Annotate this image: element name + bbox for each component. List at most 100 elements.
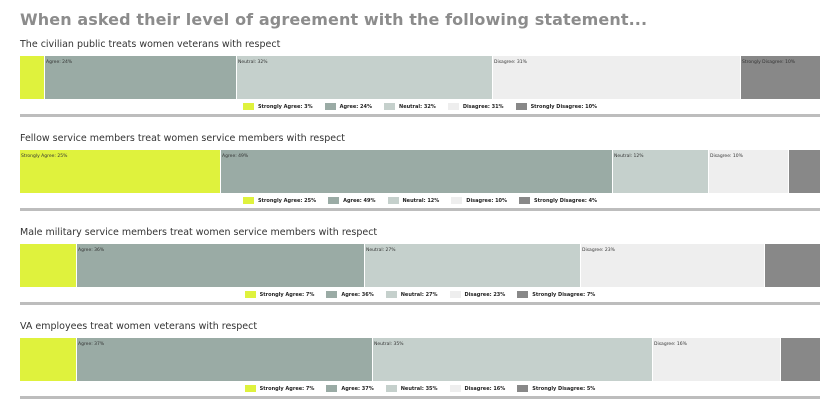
- legend-label: Agree: 36%: [341, 291, 374, 298]
- legend-swatch: [385, 291, 397, 298]
- legend-label: Strongly Agree: 3%: [257, 103, 313, 110]
- bar-segment-agree: Agree: 36%: [76, 244, 364, 287]
- legend-label: Neutral: 35%: [400, 385, 438, 392]
- legend-swatch: [244, 291, 256, 298]
- legend-swatch: [517, 385, 529, 392]
- bar-segment-neutral: Neutral: 32%: [236, 56, 492, 99]
- legend-item: Agree: 49%: [328, 197, 376, 204]
- legend-swatch: [384, 103, 396, 110]
- bar-segment-strongly-agree: [20, 338, 76, 381]
- bar-data-label: Agree: 37%: [78, 342, 105, 347]
- legend-label: Disagree: 16%: [464, 385, 506, 392]
- legend-swatch: [515, 103, 527, 110]
- chart-title: Male military service members treat wome…: [20, 227, 378, 238]
- panel-divider: [20, 114, 820, 117]
- legend-swatch: [324, 103, 336, 110]
- panel-divider: [20, 302, 820, 305]
- legend-label: Agree: 49%: [343, 197, 376, 204]
- legend-item: Disagree: 10%: [451, 197, 507, 204]
- legend-item: Strongly Disagree: 5%: [517, 385, 595, 392]
- legend-item: Strongly Disagree: 10%: [515, 103, 598, 110]
- legend-item: Strongly Agree: 7%: [244, 385, 315, 392]
- bar-data-label: Strongly Disagree: 10%: [742, 60, 796, 65]
- legend-swatch: [385, 385, 397, 392]
- bar-segment-strongly-agree: [20, 244, 76, 287]
- bar-data-label: Neutral: 12%: [614, 154, 644, 159]
- legend-swatch: [242, 197, 254, 204]
- legend-label: Neutral: 27%: [400, 291, 438, 298]
- bar-data-label: Agree: 49%: [222, 154, 249, 159]
- legend-label: Strongly Disagree: 10%: [530, 103, 598, 110]
- legend-label: Neutral: 32%: [399, 103, 436, 110]
- legend-item: Disagree: 31%: [447, 103, 504, 110]
- legend-label: Agree: 24%: [339, 103, 373, 110]
- legend-item: Strongly Agree: 7%: [244, 291, 315, 298]
- legend-swatch: [447, 103, 459, 110]
- bar-data-label: Strongly Agree: 25%: [21, 154, 68, 159]
- bar-segment-strongly-agree: Strongly Agree: 25%: [20, 150, 220, 193]
- bar-segment-agree: Agree: 37%: [76, 338, 372, 381]
- bar-segment-neutral: Neutral: 12%: [612, 150, 708, 193]
- bar-segment-agree: Agree: 49%: [220, 150, 612, 193]
- stacked-bar: Agree: 24% Neutral: 32% Disagree: 31% Stron…: [20, 56, 820, 99]
- stacked-bar: Agree: 37% Neutral: 35% Disagree: 16%: [20, 338, 820, 381]
- legend-label: Strongly Disagree: 5%: [532, 385, 596, 392]
- legend-swatch: [451, 197, 463, 204]
- legend-swatch: [519, 197, 531, 204]
- bar-segment-strongly-disagree: Strongly Disagree: 10%: [740, 56, 820, 99]
- chart-title: Fellow service members treat women servi…: [20, 133, 346, 144]
- bar-data-label: Neutral: 32%: [238, 60, 268, 65]
- legend: Strongly Agree: 25% Agree: 49% Neutral: 12…: [20, 194, 820, 207]
- legend-label: Disagree: 10%: [466, 197, 508, 204]
- legend-label: Neutral: 12%: [402, 197, 440, 204]
- chart-title: The civilian public treats women veteran…: [20, 39, 281, 50]
- legend-item: Neutral: 32%: [384, 103, 436, 110]
- legend-label: Strongly Agree: 7%: [259, 385, 315, 392]
- legend-swatch: [328, 197, 340, 204]
- bar-data-label: Disagree: 31%: [494, 60, 527, 65]
- bar-segment-disagree: Disagree: 10%: [708, 150, 788, 193]
- legend-swatch: [449, 291, 461, 298]
- legend-item: Agree: 24%: [324, 103, 373, 110]
- legend-swatch: [326, 291, 338, 298]
- legend-item: Neutral: 35%: [385, 385, 438, 392]
- legend-label: Disagree: 31%: [462, 103, 504, 110]
- bar-segment-neutral: Neutral: 27%: [364, 244, 580, 287]
- legend-item: Agree: 37%: [326, 385, 374, 392]
- legend-label: Strongly Agree: 7%: [259, 291, 315, 298]
- bar-data-label: Disagree: 23%: [582, 248, 615, 253]
- stacked-bar: Agree: 36% Neutral: 27% Disagree: 23%: [20, 244, 820, 287]
- legend-swatch: [387, 197, 399, 204]
- legend-item: Strongly Disagree: 7%: [517, 291, 595, 298]
- legend-item: Agree: 36%: [326, 291, 374, 298]
- bar-segment-strongly-disagree: [764, 244, 820, 287]
- legend-item: Disagree: 16%: [449, 385, 506, 392]
- panel-divider: [20, 396, 820, 399]
- bar-segment-agree: Agree: 24%: [44, 56, 236, 99]
- legend-label: Strongly Agree: 25%: [257, 197, 317, 204]
- legend-swatch: [244, 385, 256, 392]
- bar-data-label: Neutral: 27%: [366, 248, 396, 253]
- legend: Strongly Agree: 7% Agree: 37% Neutral: 35%…: [20, 382, 820, 395]
- legend-swatch: [517, 291, 529, 298]
- legend-label: Strongly Disagree: 4%: [534, 197, 598, 204]
- bar-segment-disagree: Disagree: 23%: [580, 244, 764, 287]
- bar-segment-strongly-agree: [20, 56, 44, 99]
- bar-segment-strongly-disagree: [788, 150, 820, 193]
- legend-item: Strongly Agree: 3%: [242, 103, 313, 110]
- page-title: When asked their level of agreement with…: [20, 10, 648, 29]
- stacked-bar: Strongly Agree: 25% Agree: 49% Neutral: 12…: [20, 150, 820, 193]
- legend-label: Strongly Disagree: 7%: [532, 291, 596, 298]
- legend-item: Neutral: 27%: [385, 291, 438, 298]
- bar-data-label: Disagree: 10%: [710, 154, 743, 159]
- bar-data-label: Neutral: 35%: [374, 342, 404, 347]
- bar-data-label: Agree: 24%: [46, 60, 73, 65]
- legend-item: Strongly Agree: 25%: [242, 197, 317, 204]
- bar-segment-neutral: Neutral: 35%: [372, 338, 652, 381]
- legend-swatch: [326, 385, 338, 392]
- legend-swatch: [242, 103, 254, 110]
- bar-segment-disagree: Disagree: 16%: [652, 338, 780, 381]
- bar-segment-strongly-disagree: [780, 338, 820, 381]
- legend-item: Neutral: 12%: [387, 197, 440, 204]
- legend-label: Disagree: 23%: [464, 291, 506, 298]
